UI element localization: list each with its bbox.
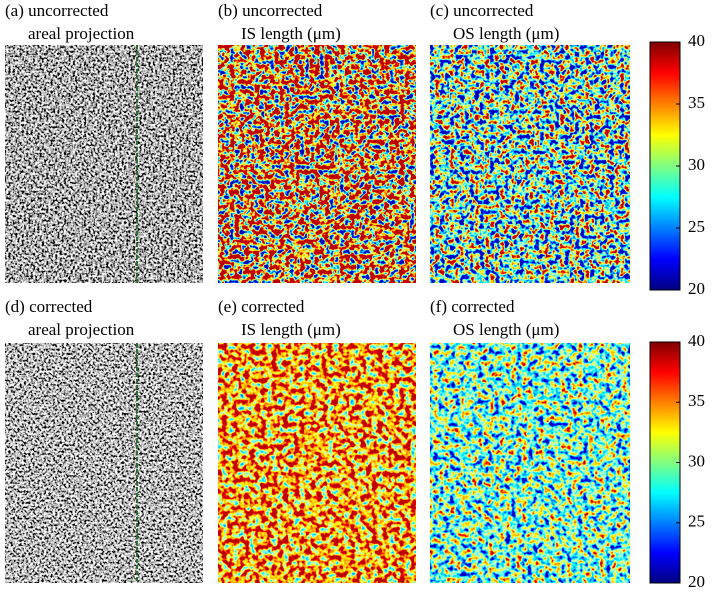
is-map (218, 343, 416, 583)
colorbar-tick-label: 30 (688, 155, 705, 174)
panel-subtitle: areal projection (28, 24, 135, 43)
panel-title: (e) corrected (218, 297, 305, 316)
areal-image (5, 343, 203, 583)
colorbar-tick-label: 25 (688, 512, 705, 531)
colorbar-tick-label: 40 (688, 31, 705, 50)
colorbar-tick-label: 40 (688, 331, 705, 350)
colorbar-tick-label: 35 (688, 391, 705, 410)
panel-title: (a) uncorrected (5, 1, 109, 20)
panel-title: (c) uncorrected (430, 1, 534, 20)
colorbar (649, 41, 681, 291)
os-map (430, 45, 630, 283)
panel-title: (d) corrected (5, 297, 93, 316)
panel-subtitle: OS length (μm) (453, 320, 559, 339)
is-map (218, 45, 416, 283)
panel-title: (b) uncorrected (218, 1, 323, 20)
panel-subtitle: IS length (μm) (241, 24, 341, 43)
colorbar-tick-label: 35 (688, 93, 705, 112)
panel-title: (f) corrected (430, 297, 515, 316)
areal-image (5, 45, 203, 283)
panel-subtitle: IS length (μm) (241, 320, 341, 339)
colorbar (649, 341, 681, 584)
os-map (430, 343, 630, 583)
colorbar-tick-label: 30 (688, 451, 705, 470)
colorbar-tick-label: 25 (688, 217, 705, 236)
colorbar-tick-label: 20 (688, 279, 705, 298)
colorbar-tick-label: 20 (688, 572, 705, 591)
panel-subtitle: OS length (μm) (453, 24, 559, 43)
panel-subtitle: areal projection (28, 320, 135, 339)
